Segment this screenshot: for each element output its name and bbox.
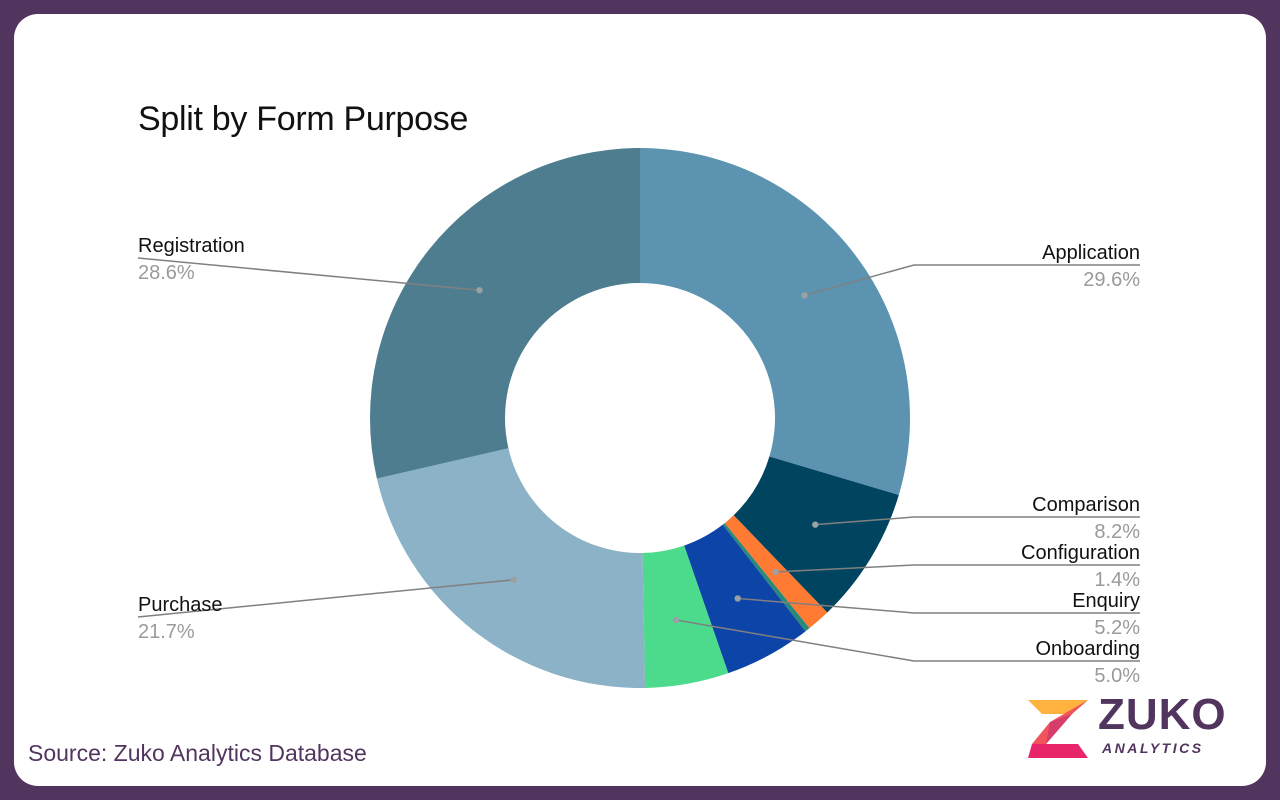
slice-other bbox=[722, 523, 810, 632]
donut-chart: Application 29.6% Comparison 8.2%Configurat… bbox=[137, 148, 1140, 688]
leader-dot bbox=[672, 616, 680, 624]
leader-line bbox=[137, 257, 480, 291]
leader-dot bbox=[734, 595, 741, 602]
logo-wordmark: ZUKO bbox=[1098, 690, 1227, 739]
slice-value: 5.2% bbox=[1094, 617, 1140, 639]
slice-value: 1.4% bbox=[1094, 569, 1140, 591]
slice-label: Application bbox=[1042, 242, 1140, 264]
leader-dot bbox=[476, 287, 483, 294]
leader-line bbox=[775, 564, 1140, 573]
leader-dot bbox=[801, 292, 808, 299]
slice-value: 21.7% bbox=[138, 621, 195, 643]
slice-label: Onboarding bbox=[1035, 638, 1140, 660]
slice-value: 5.0% bbox=[1094, 665, 1140, 687]
leader-dot bbox=[812, 521, 819, 528]
source-note: Source: Zuko Analytics Database bbox=[28, 740, 367, 766]
slice-label: Comparison bbox=[1032, 494, 1140, 516]
slice-label: Enquiry bbox=[1072, 590, 1140, 612]
donut-labels: Application 29.6% Comparison 8.2%Configurat… bbox=[137, 235, 1140, 687]
slice-registration bbox=[369, 148, 640, 479]
leader-line bbox=[815, 516, 1140, 526]
slice-label: Purchase bbox=[138, 594, 223, 616]
chart-card: Application 29.6% Comparison 8.2% Configurat… bbox=[14, 14, 1266, 786]
slice-application bbox=[640, 148, 910, 495]
slice-label: Configuration bbox=[1021, 542, 1140, 564]
leader-dot bbox=[772, 568, 779, 576]
slice-label: Registration bbox=[138, 235, 245, 257]
logo-subtitle: ANALYTICS bbox=[1102, 740, 1204, 756]
leader-dot bbox=[510, 576, 517, 583]
slice-onboarding bbox=[642, 545, 729, 688]
slice-purchase bbox=[376, 448, 646, 688]
zuko-z-icon bbox=[1028, 700, 1088, 758]
leader-line bbox=[737, 597, 1140, 614]
leader-line bbox=[804, 264, 1140, 297]
slice-comparison bbox=[733, 456, 899, 613]
slice-value: 8.2% bbox=[1094, 521, 1140, 543]
donut-slices bbox=[369, 148, 910, 688]
leader-line bbox=[675, 619, 1140, 662]
chart-title: Split by Form Purpose bbox=[138, 100, 469, 138]
slice-value: 29.6% bbox=[1083, 269, 1140, 291]
leader-line bbox=[137, 578, 514, 618]
slice-value: 28.6% bbox=[138, 262, 195, 284]
